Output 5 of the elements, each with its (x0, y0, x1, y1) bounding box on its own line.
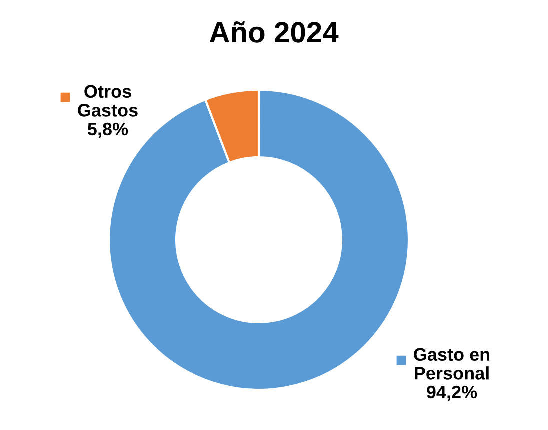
data-label: 94,2% (427, 386, 478, 402)
data-label: 5,8% (88, 122, 128, 138)
legend-label: Gasto en Personal (414, 348, 490, 380)
chart-title: Año 2024 (210, 22, 339, 43)
legend-label: Otros Gastos (78, 85, 138, 117)
